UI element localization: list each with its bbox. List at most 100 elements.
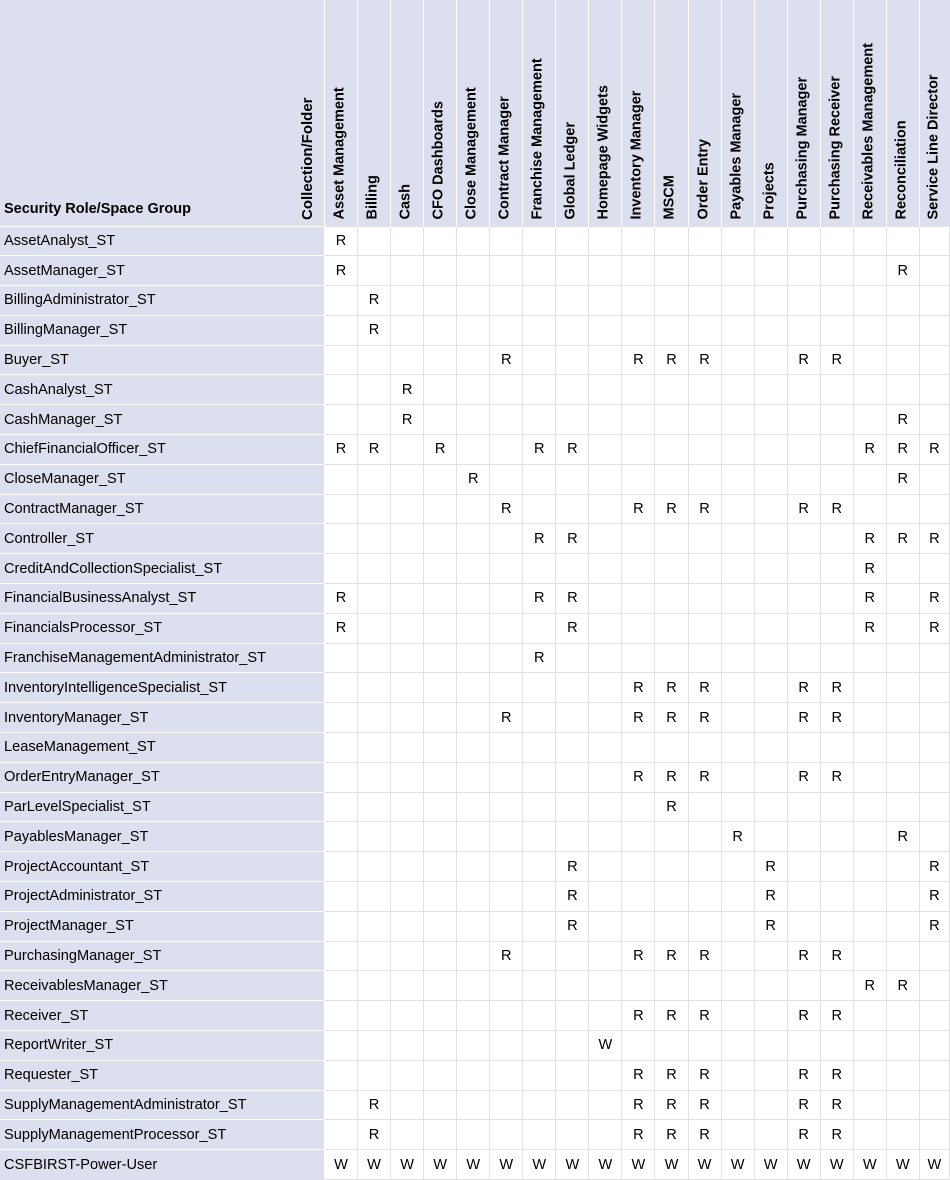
permission-cell[interactable]: R [555, 523, 590, 555]
permission-cell[interactable] [522, 463, 557, 495]
permission-cell[interactable] [753, 702, 788, 734]
permission-cell[interactable]: W [423, 1149, 458, 1180]
permission-cell[interactable] [489, 434, 524, 465]
permission-cell[interactable] [885, 314, 920, 346]
permission-cell[interactable] [423, 553, 458, 585]
permission-cell[interactable] [555, 553, 590, 585]
permission-cell[interactable] [720, 583, 755, 614]
permission-cell[interactable] [390, 523, 425, 555]
permission-cell[interactable] [456, 761, 491, 793]
permission-cell[interactable] [588, 255, 623, 287]
permission-cell[interactable] [423, 821, 458, 853]
permission-cell[interactable] [852, 493, 887, 525]
permission-cell[interactable] [522, 493, 557, 525]
permission-cell[interactable] [621, 791, 656, 823]
permission-cell[interactable] [357, 940, 392, 972]
permission-cell[interactable] [720, 612, 755, 644]
permission-cell[interactable] [753, 642, 788, 674]
permission-cell[interactable] [687, 523, 722, 555]
permission-cell[interactable] [885, 1059, 920, 1091]
permission-cell[interactable] [654, 612, 689, 644]
permission-cell[interactable]: W [786, 1149, 821, 1180]
permission-cell[interactable] [357, 1059, 392, 1091]
permission-cell[interactable] [522, 314, 557, 346]
permission-cell[interactable] [489, 821, 524, 853]
permission-cell[interactable] [522, 404, 557, 436]
permission-cell[interactable] [654, 851, 689, 883]
permission-cell[interactable] [456, 732, 491, 763]
permission-cell[interactable] [687, 255, 722, 287]
permission-cell[interactable] [687, 970, 722, 1002]
permission-cell[interactable] [621, 523, 656, 555]
permission-cell[interactable] [456, 1119, 491, 1151]
permission-cell[interactable] [786, 642, 821, 674]
permission-cell[interactable] [323, 314, 359, 346]
permission-cell[interactable]: R [687, 493, 722, 525]
permission-cell[interactable]: R [323, 255, 359, 287]
permission-cell[interactable] [654, 374, 689, 406]
permission-cell[interactable] [720, 940, 755, 972]
permission-cell[interactable] [323, 463, 359, 495]
permission-cell[interactable] [621, 225, 656, 257]
permission-cell[interactable] [753, 255, 788, 287]
permission-cell[interactable] [323, 970, 359, 1002]
permission-cell[interactable] [489, 1030, 524, 1061]
permission-cell[interactable] [390, 791, 425, 823]
permission-cell[interactable]: R [654, 1119, 689, 1151]
permission-cell[interactable] [456, 225, 491, 257]
permission-cell[interactable] [522, 672, 557, 704]
permission-cell[interactable] [423, 761, 458, 793]
permission-cell[interactable] [357, 1030, 392, 1061]
permission-cell[interactable] [489, 404, 524, 436]
permission-cell[interactable]: R [819, 344, 854, 376]
permission-cell[interactable] [323, 1059, 359, 1091]
permission-cell[interactable] [621, 910, 656, 942]
permission-cell[interactable]: R [654, 1000, 689, 1032]
permission-cell[interactable]: R [687, 1089, 722, 1121]
permission-cell[interactable]: R [621, 761, 656, 793]
permission-cell[interactable]: R [654, 344, 689, 376]
permission-cell[interactable] [423, 1030, 458, 1061]
permission-cell[interactable] [621, 285, 656, 316]
permission-cell[interactable] [885, 583, 920, 614]
permission-cell[interactable] [852, 1119, 887, 1151]
permission-cell[interactable] [489, 612, 524, 644]
permission-cell[interactable]: R [357, 1119, 392, 1151]
permission-cell[interactable] [819, 225, 854, 257]
permission-cell[interactable] [390, 493, 425, 525]
permission-cell[interactable] [390, 434, 425, 465]
permission-cell[interactable] [654, 732, 689, 763]
permission-cell[interactable]: R [687, 672, 722, 704]
permission-cell[interactable]: R [687, 761, 722, 793]
permission-cell[interactable] [885, 910, 920, 942]
permission-cell[interactable] [852, 1030, 887, 1061]
permission-cell[interactable] [489, 1000, 524, 1032]
permission-cell[interactable] [323, 791, 359, 823]
permission-cell[interactable] [621, 314, 656, 346]
permission-cell[interactable] [456, 940, 491, 972]
permission-cell[interactable] [555, 940, 590, 972]
permission-cell[interactable] [621, 851, 656, 883]
permission-cell[interactable] [588, 1059, 623, 1091]
permission-cell[interactable]: R [753, 910, 788, 942]
permission-cell[interactable]: R [555, 434, 590, 465]
permission-cell[interactable] [654, 910, 689, 942]
permission-cell[interactable] [753, 1059, 788, 1091]
permission-cell[interactable] [555, 702, 590, 734]
permission-cell[interactable] [687, 821, 722, 853]
permission-cell[interactable] [654, 404, 689, 436]
permission-cell[interactable] [786, 970, 821, 1002]
permission-cell[interactable] [885, 225, 920, 257]
permission-cell[interactable]: R [555, 583, 590, 614]
permission-cell[interactable] [852, 672, 887, 704]
permission-cell[interactable]: R [885, 255, 920, 287]
permission-cell[interactable] [819, 434, 854, 465]
permission-cell[interactable] [423, 374, 458, 406]
permission-cell[interactable] [323, 523, 359, 555]
permission-cell[interactable] [423, 404, 458, 436]
permission-cell[interactable] [390, 702, 425, 734]
permission-cell[interactable] [753, 314, 788, 346]
permission-cell[interactable] [720, 851, 755, 883]
permission-cell[interactable] [786, 583, 821, 614]
permission-cell[interactable] [687, 791, 722, 823]
